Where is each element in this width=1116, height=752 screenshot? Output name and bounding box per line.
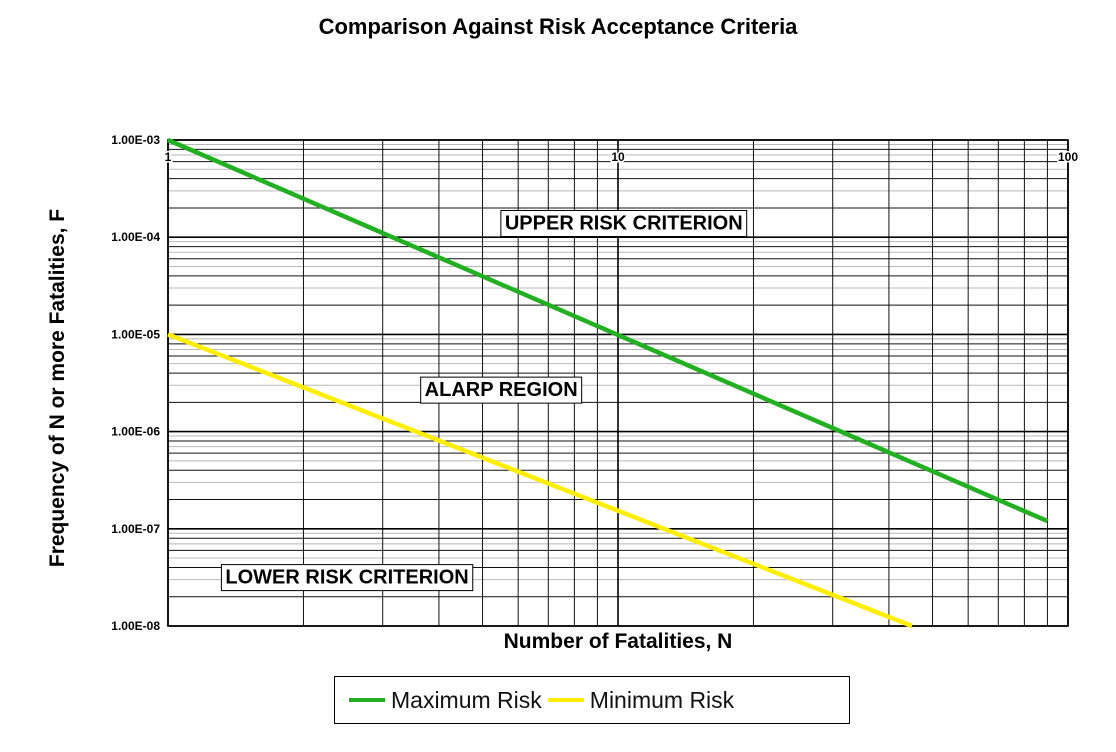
legend-item-max: Maximum Risk (349, 687, 542, 714)
region-annotation: UPPER RISK CRITERION (500, 210, 748, 238)
legend-label-min: Minimum Risk (589, 686, 735, 713)
chart-title: Comparison Against Risk Acceptance Crite… (318, 14, 798, 39)
series-line-minimum-risk (167, 332, 913, 629)
y-tick-label: 1.00E-07 (111, 522, 160, 536)
y-tick-label: 1.00E-03 (111, 133, 160, 147)
annotation-label: UPPER RISK CRITERION (505, 213, 743, 235)
region-annotation: ALARP REGION (420, 376, 583, 404)
plot-frame (167, 139, 1069, 627)
y-tick-label: 1.00E-05 (111, 327, 160, 341)
annotation-label: ALARP REGION (425, 379, 578, 401)
legend-label-max: Maximum Risk (391, 686, 542, 713)
region-annotation: LOWER RISK CRITERION (220, 564, 474, 592)
x-tick-label: 10 (611, 150, 625, 164)
y-tick-label: 1.00E-08 (111, 619, 160, 633)
legend-swatch-max (349, 698, 385, 702)
annotation-box (500, 210, 748, 238)
x-axis-label: Number of Fatalities, N (503, 630, 733, 653)
annotation-label: LOWER RISK CRITERION (225, 567, 468, 589)
legend: Maximum Risk Minimum Risk (334, 676, 850, 724)
y-tick-label: 1.00E-06 (111, 425, 160, 439)
x-tick-label: 1 (165, 150, 172, 164)
annotation-box (420, 376, 583, 404)
legend-swatch-min (547, 698, 584, 702)
annotation-box (220, 564, 474, 592)
x-tick-label: 100 (1058, 150, 1078, 164)
legend-item-min: Minimum Risk (547, 686, 735, 714)
y-tick-label: 1.00E-04 (111, 230, 160, 244)
series-line-maximum-risk (167, 137, 1049, 524)
